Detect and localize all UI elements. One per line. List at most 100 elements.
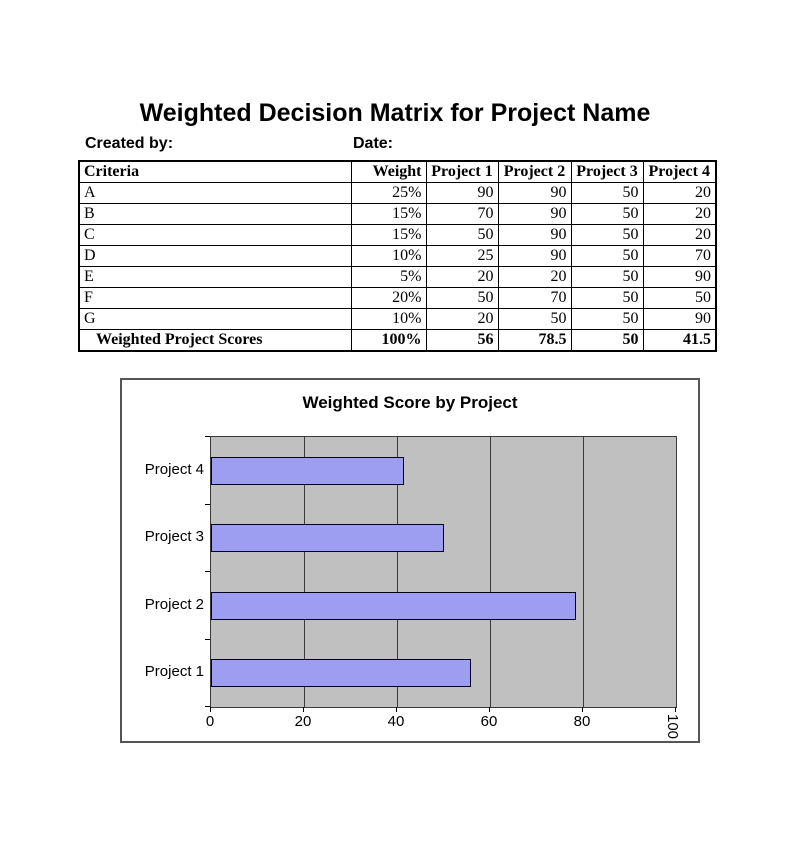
x-axis-tick-label: 100 xyxy=(664,714,681,740)
score-cell: 20 xyxy=(642,182,717,204)
score-cell: 90 xyxy=(497,182,572,204)
score-cell: 90 xyxy=(642,266,717,288)
score-cell: 50 xyxy=(642,287,717,309)
page-title: Weighted Decision Matrix for Project Nam… xyxy=(139,99,651,127)
table-row: E 5% 20 20 50 90 xyxy=(78,266,717,288)
score-cell: 50 xyxy=(570,308,644,330)
category-label: Project 1 xyxy=(144,663,204,680)
score-cell: 20 xyxy=(642,203,717,225)
chart-container: Weighted Score by Project Project 4 Proje… xyxy=(120,378,700,743)
created-by-label: Created by: xyxy=(85,135,174,152)
gridline xyxy=(397,437,398,707)
score-cell: 90 xyxy=(497,224,572,246)
x-axis-tick xyxy=(396,707,397,712)
score-cell: 20 xyxy=(497,266,572,288)
column-header: Criteria xyxy=(78,160,352,183)
x-axis-tick xyxy=(582,707,583,712)
weight-cell: 20% xyxy=(350,287,427,309)
x-axis-tick-label: 20 xyxy=(294,713,312,730)
category-label: Project 2 xyxy=(144,596,204,613)
score-cell: 50 xyxy=(570,245,644,267)
criteria-cell: B xyxy=(78,203,352,225)
column-header: Weight xyxy=(350,160,427,183)
score-cell: 50 xyxy=(570,182,644,204)
bar-project-4 xyxy=(211,457,404,485)
score-cell: 50 xyxy=(570,266,644,288)
table-row: G 10% 20 50 50 90 xyxy=(78,308,717,330)
y-axis-tick xyxy=(205,504,210,505)
x-axis-tick-label: 60 xyxy=(480,713,498,730)
chart-title: Weighted Score by Project xyxy=(302,393,518,412)
column-header: Project 4 xyxy=(642,160,717,183)
score-cell: 50 xyxy=(570,224,644,246)
bar-project-2 xyxy=(211,592,576,620)
y-axis-tick xyxy=(205,706,210,707)
score-cell: 70 xyxy=(497,287,572,309)
x-axis-tick-label: 40 xyxy=(387,713,405,730)
x-axis-tick xyxy=(303,707,304,712)
table-row: F 20% 50 70 50 50 xyxy=(78,287,717,309)
gridline xyxy=(304,437,305,707)
table-row: C 15% 50 90 50 20 xyxy=(78,224,717,246)
score-cell: 70 xyxy=(425,203,499,225)
category-label: Project 4 xyxy=(144,461,204,478)
score-cell: 25 xyxy=(425,245,499,267)
total-score-cell: 41.5 xyxy=(642,329,717,352)
score-cell: 90 xyxy=(425,182,499,204)
column-header: Project 3 xyxy=(570,160,644,183)
x-axis-tick-label: 0 xyxy=(205,713,215,730)
column-header: Project 2 xyxy=(497,160,572,183)
criteria-cell: C xyxy=(78,224,352,246)
criteria-cell: A xyxy=(78,182,352,204)
column-header: Project 1 xyxy=(425,160,499,183)
score-cell: 70 xyxy=(642,245,717,267)
criteria-cell: G xyxy=(78,308,352,330)
score-cell: 90 xyxy=(642,308,717,330)
date-label: Date: xyxy=(353,135,394,152)
decision-matrix-table: Criteria Weight Project 1 Project 2 Project … xyxy=(78,160,717,352)
y-axis-tick xyxy=(205,436,210,437)
gridline xyxy=(490,437,491,707)
x-axis-tick xyxy=(489,707,490,712)
table-total-row: Weighted Project Scores 100% 56 78.5 50 41.5 xyxy=(78,329,717,352)
x-axis-tick xyxy=(210,707,211,712)
score-cell: 50 xyxy=(425,287,499,309)
criteria-cell: E xyxy=(78,266,352,288)
weight-cell: 10% xyxy=(350,245,427,267)
score-cell: 90 xyxy=(497,245,572,267)
x-axis-tick-label: 80 xyxy=(573,713,591,730)
table-row: A 25% 90 90 50 20 xyxy=(78,182,717,204)
table-header-row: Criteria Weight Project 1 Project 2 Project … xyxy=(78,160,717,183)
total-weight-cell: 100% xyxy=(350,329,427,352)
table-row: D 10% 25 90 50 70 xyxy=(78,245,717,267)
weight-cell: 10% xyxy=(350,308,427,330)
score-cell: 50 xyxy=(425,224,499,246)
weight-cell: 15% xyxy=(350,224,427,246)
score-cell: 20 xyxy=(642,224,717,246)
table-row: B 15% 70 90 50 20 xyxy=(78,203,717,225)
total-label-cell: Weighted Project Scores xyxy=(78,329,352,352)
gridline xyxy=(583,437,584,707)
score-cell: 50 xyxy=(570,287,644,309)
weight-cell: 25% xyxy=(350,182,427,204)
score-cell: 50 xyxy=(497,308,572,330)
y-axis-tick xyxy=(205,639,210,640)
score-cell: 20 xyxy=(425,266,499,288)
chart-plot-area xyxy=(210,436,677,708)
score-cell: 90 xyxy=(497,203,572,225)
bar-project-1 xyxy=(211,659,471,687)
total-score-cell: 50 xyxy=(570,329,644,352)
y-axis-tick xyxy=(205,571,210,572)
score-cell: 20 xyxy=(425,308,499,330)
x-axis-tick xyxy=(675,707,676,712)
criteria-cell: F xyxy=(78,287,352,309)
score-cell: 50 xyxy=(570,203,644,225)
weight-cell: 5% xyxy=(350,266,427,288)
category-label: Project 3 xyxy=(144,528,204,545)
criteria-cell: D xyxy=(78,245,352,267)
total-score-cell: 78.5 xyxy=(497,329,572,352)
total-score-cell: 56 xyxy=(425,329,499,352)
weight-cell: 15% xyxy=(350,203,427,225)
bar-project-3 xyxy=(211,524,444,552)
